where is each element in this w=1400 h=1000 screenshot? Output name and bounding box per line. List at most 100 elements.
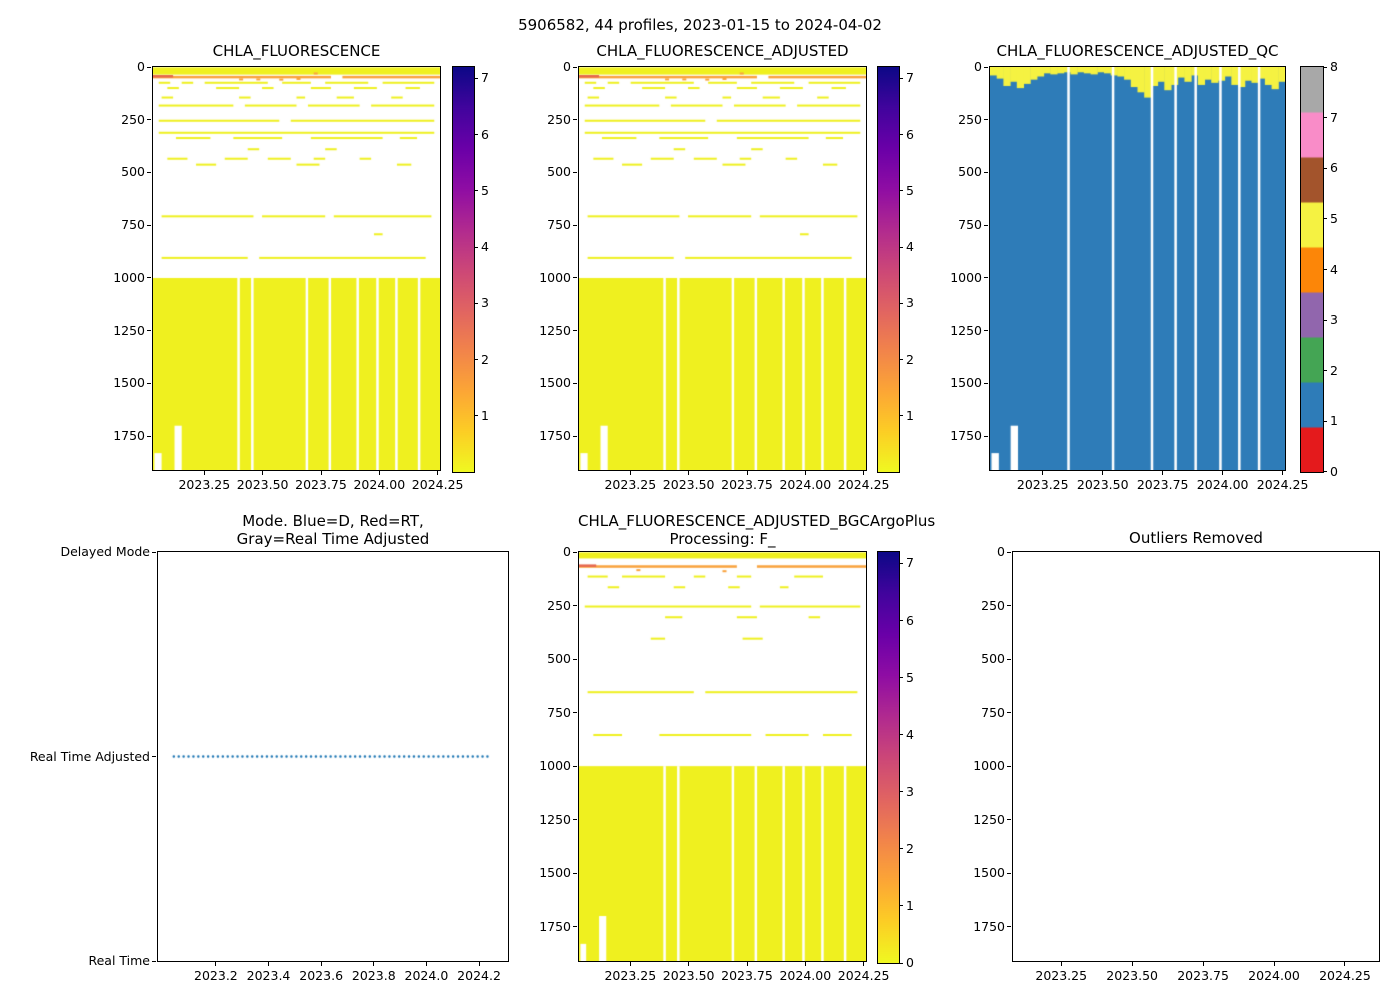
tick-mark xyxy=(1060,962,1062,966)
x-tick-label: 2023.25 xyxy=(604,968,657,983)
colorbar-tick-label: 2 xyxy=(1330,362,1338,378)
colorbar-qc: 0 1 2 3 4 5 6 7 8 xyxy=(1300,59,1338,479)
y-tick-label: 1750 xyxy=(113,428,145,444)
y-tick-label: 1750 xyxy=(539,918,571,934)
tick-mark xyxy=(373,962,375,966)
y-tick-label: 1000 xyxy=(113,269,145,285)
tick-mark xyxy=(573,926,577,928)
colorbar-tick-mark xyxy=(1324,319,1327,321)
colorbar-tick-mark xyxy=(900,134,903,135)
y-tick-label: 500 xyxy=(958,164,982,180)
colorbar-tick-label: 6 xyxy=(481,126,489,142)
y-tick-label: 1250 xyxy=(950,322,982,338)
colorbar-bgcargoplus-canvas xyxy=(877,551,900,964)
tick-mark xyxy=(1273,962,1275,966)
tick-mark xyxy=(152,551,156,553)
colorbar-tick-mark xyxy=(900,677,903,679)
x-tick-label: 2024.25 xyxy=(1256,477,1309,492)
colorbar-tick-mark xyxy=(1324,218,1327,220)
colorbar-tick-mark xyxy=(900,302,903,304)
tick-mark xyxy=(984,277,988,279)
y-tick-label: Real Time Adjusted xyxy=(29,748,150,764)
colorbar-tick-mark xyxy=(900,562,903,564)
tick-mark xyxy=(425,962,427,966)
colorbar-tick-label: 3 xyxy=(481,295,489,311)
colorbar-tick-label: 3 xyxy=(1330,312,1338,328)
tick-mark xyxy=(1282,471,1284,475)
colorbar-tick-mark xyxy=(475,246,478,248)
tick-mark xyxy=(147,119,151,121)
panel-title-mode-line2: Gray=Real Time Adjusted xyxy=(236,530,430,548)
y-tick-label: 1000 xyxy=(973,758,1005,774)
y-tick-label: Delayed Mode xyxy=(60,544,150,559)
tick-mark xyxy=(1007,551,1011,553)
colorbar-tick-label: 0 xyxy=(906,955,914,970)
colorbar-tick-label: 5 xyxy=(906,669,914,685)
tick-mark xyxy=(573,712,577,714)
y-tick-label: 250 xyxy=(547,111,571,127)
y-tick-label: Real Time xyxy=(88,953,150,968)
tick-mark xyxy=(147,382,151,384)
colorbar-tick-mark xyxy=(900,962,903,964)
tick-mark xyxy=(378,471,380,475)
tick-mark xyxy=(573,224,577,226)
colorbar-tick-mark xyxy=(475,134,478,135)
tick-mark xyxy=(1007,658,1011,660)
tick-mark xyxy=(1131,962,1133,966)
tick-mark xyxy=(573,819,577,821)
colorbar-tick-mark xyxy=(1324,420,1327,422)
y-tick-label: 1500 xyxy=(950,375,982,391)
colorbar-tick-mark xyxy=(475,359,478,360)
colorbar-tick-mark xyxy=(475,190,478,192)
y-tick-label: 250 xyxy=(958,111,982,127)
x-tick-label: 2023.25 xyxy=(178,477,231,492)
tick-mark xyxy=(573,119,577,121)
panel-title-outliers-removed: Outliers Removed xyxy=(1129,529,1263,547)
y-tick-label: 750 xyxy=(547,217,571,233)
tick-mark xyxy=(1007,605,1011,607)
colorbar-tick-label: 1 xyxy=(906,897,914,913)
x-tick-label: 2023.25 xyxy=(604,477,657,492)
colorbar-tick-mark xyxy=(1324,269,1327,270)
panel-title-bgcargoplus-line2: Processing: F_ xyxy=(669,530,776,548)
x-tick-label: 2023.25 xyxy=(1035,968,1088,983)
colorbar-tick-label: 1 xyxy=(481,407,489,423)
y-tick-label: 1250 xyxy=(113,322,145,338)
colorbar-tick-mark xyxy=(1324,167,1327,169)
x-tick-label: 2024.0 xyxy=(404,968,449,983)
tick-mark xyxy=(573,605,577,607)
tick-mark xyxy=(1007,765,1011,767)
x-tick-label: 2024.25 xyxy=(1319,968,1371,983)
tick-mark xyxy=(984,382,988,384)
y-tick-label: 500 xyxy=(981,651,1005,667)
tick-mark xyxy=(573,658,577,660)
colorbar-tick-mark xyxy=(475,302,478,304)
y-tick-label: 500 xyxy=(547,164,571,180)
x-tick-label: 2023.75 xyxy=(1177,968,1229,983)
x-tick-label: 2023.4 xyxy=(246,968,291,983)
x-tick-label: 2023.50 xyxy=(662,477,715,492)
colorbar-tick-label: 7 xyxy=(906,555,914,571)
colorbar-tick-label: 0 xyxy=(1330,464,1338,479)
x-tick-label: 2024.00 xyxy=(1196,477,1249,492)
heatmap-qc-canvas xyxy=(990,67,1285,470)
x-tick-label: 2024.00 xyxy=(353,477,406,492)
tick-mark xyxy=(573,551,577,553)
colorbar-tick-mark xyxy=(1324,66,1327,68)
tick-mark xyxy=(804,471,806,475)
tick-mark xyxy=(573,66,577,68)
tick-mark xyxy=(1042,471,1044,475)
colorbar-tick-label: 8 xyxy=(1330,59,1338,74)
colorbar-tick-label: 2 xyxy=(906,840,914,856)
x-tick-label: 2023.2 xyxy=(194,968,238,983)
colorbar-tick-label: 2 xyxy=(481,351,489,367)
tick-mark xyxy=(573,277,577,279)
colorbar-tick-label: 7 xyxy=(906,70,914,86)
panel-title-mode: Mode. Blue=D, Red=RT, Gray=Real Time Adj… xyxy=(157,512,509,548)
tick-mark xyxy=(863,471,865,475)
y-tick-label: 750 xyxy=(981,704,1005,720)
y-tick-label: 250 xyxy=(547,597,571,613)
colorbar-tick-label: 4 xyxy=(481,239,489,254)
tick-mark xyxy=(746,471,748,475)
